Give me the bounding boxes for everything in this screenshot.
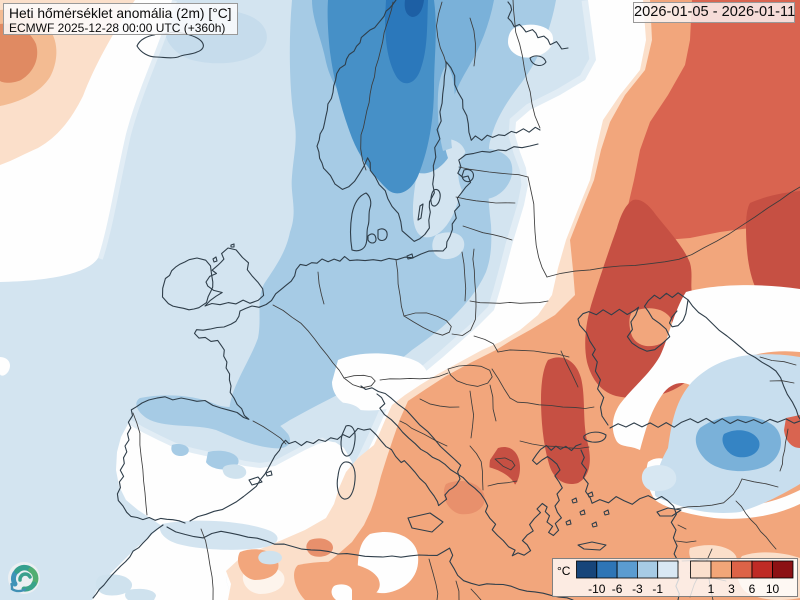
svg-text:6: 6 [749, 582, 756, 596]
svg-text:-10: -10 [588, 582, 606, 596]
svg-text:3: 3 [728, 582, 735, 596]
svg-text:10: 10 [766, 582, 780, 596]
svg-text:1: 1 [708, 582, 715, 596]
svg-text:-3: -3 [632, 582, 643, 596]
svg-text:-6: -6 [612, 582, 623, 596]
svg-text:-1: -1 [652, 582, 663, 596]
